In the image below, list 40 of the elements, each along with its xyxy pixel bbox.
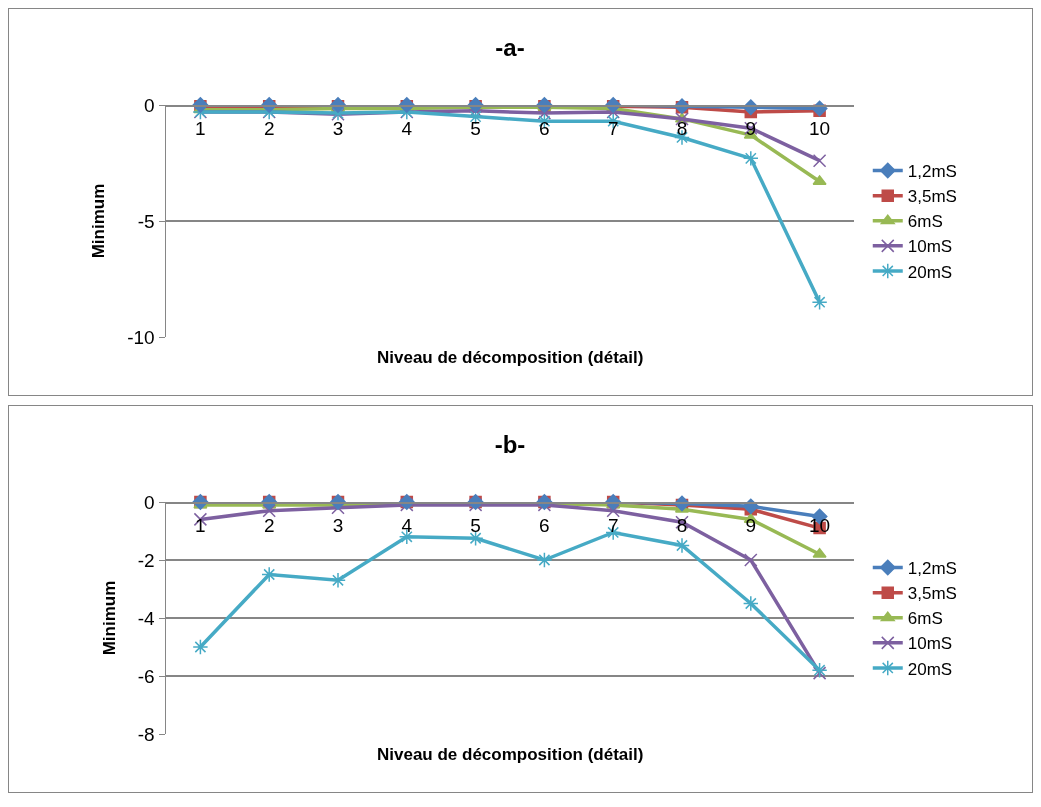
x-tick-label: 5 bbox=[470, 118, 481, 140]
legend-label: 1,2mS bbox=[907, 162, 957, 182]
x-tick-label: 4 bbox=[401, 515, 413, 537]
x-axis-title: Niveau de décomposition (détail) bbox=[377, 348, 644, 367]
y-tick-label: -8 bbox=[137, 723, 155, 745]
y-tick-label: 0 bbox=[144, 94, 155, 116]
x-axis-title: Niveau de décomposition (détail) bbox=[377, 745, 644, 764]
x-tick-label: 4 bbox=[401, 118, 413, 140]
x-tick-label: 5 bbox=[470, 515, 481, 537]
x-tick-label: 6 bbox=[539, 118, 550, 140]
legend-label: 10mS bbox=[907, 634, 953, 654]
y-tick-label: -5 bbox=[137, 210, 155, 232]
y-axis-title: Minimum bbox=[89, 183, 109, 259]
x-tick-label: 3 bbox=[332, 118, 344, 140]
legend-label: 3,5mS bbox=[907, 187, 957, 207]
y-tick-label: -2 bbox=[137, 549, 155, 571]
y-tick-label: -4 bbox=[137, 607, 156, 629]
x-tick-label: 3 bbox=[332, 515, 344, 537]
x-tick-label: 10 bbox=[809, 118, 831, 140]
x-tick-label: 1 bbox=[195, 118, 206, 140]
legend-label: 3,5mS bbox=[907, 584, 957, 604]
x-tick-label: 9 bbox=[745, 118, 757, 140]
legend-label: 6mS bbox=[907, 609, 943, 629]
legend-label: 20mS bbox=[907, 262, 953, 282]
legend-label: 20mS bbox=[907, 659, 953, 679]
legend-label: 10mS bbox=[907, 237, 953, 257]
y-tick-label: 0 bbox=[144, 491, 155, 513]
x-tick-label: 8 bbox=[676, 118, 688, 140]
x-tick-label: 1 bbox=[195, 515, 206, 537]
y-axis-title: Minimum bbox=[99, 580, 119, 656]
chart-title: -a- bbox=[495, 34, 525, 61]
x-tick-label: 2 bbox=[263, 515, 275, 537]
y-tick-label: -10 bbox=[127, 326, 155, 348]
y-tick-label: -6 bbox=[137, 665, 155, 687]
x-tick-label: 2 bbox=[263, 118, 275, 140]
x-tick-label: 7 bbox=[607, 118, 619, 140]
legend-label: 1,2mS bbox=[907, 559, 957, 579]
x-tick-label: 6 bbox=[539, 515, 550, 537]
chart-title: -b- bbox=[494, 431, 526, 458]
legend-label: 6mS bbox=[907, 212, 943, 232]
